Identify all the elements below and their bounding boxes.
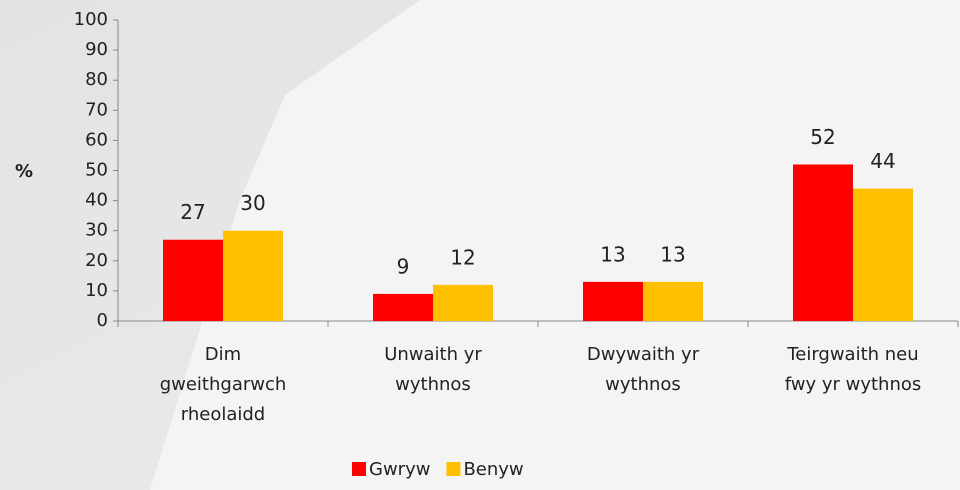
- y-tick-label: 100: [74, 9, 108, 30]
- data-label: 30: [240, 191, 265, 215]
- bar: [163, 239, 223, 321]
- bar: [793, 164, 853, 321]
- y-tick-label: 50: [85, 160, 108, 181]
- y-tick-label: 40: [85, 190, 108, 211]
- x-tick-label: Teirgwaith neu fwy yr wythnos: [785, 344, 922, 395]
- x-tick-label: Unwaith yr wythnos: [384, 344, 482, 395]
- y-tick-label: 80: [85, 69, 108, 90]
- y-tick-label: 0: [97, 310, 108, 331]
- data-label: 27: [180, 200, 205, 224]
- data-label: 52: [810, 125, 835, 149]
- legend-label: Benyw: [463, 459, 523, 480]
- x-tick-label: Dwywaith yr wythnos: [587, 344, 700, 395]
- bar: [373, 293, 433, 321]
- data-label: 9: [397, 254, 410, 278]
- x-tick-label: Dim gweithgarwch rheolaidd: [160, 344, 287, 425]
- bar: [223, 230, 283, 321]
- legend-swatch: [446, 462, 461, 476]
- y-tick-label: 60: [85, 129, 108, 150]
- bar: [643, 281, 703, 321]
- y-axis-label: %: [15, 161, 33, 182]
- y-tick-label: 30: [85, 220, 108, 241]
- data-label: 13: [660, 242, 685, 266]
- legend-label: Gwryw: [369, 459, 430, 480]
- y-tick-label: 70: [85, 99, 108, 120]
- y-tick-label: 20: [85, 250, 108, 271]
- bar: [583, 281, 643, 321]
- bar: [853, 188, 913, 321]
- data-label: 13: [600, 242, 625, 266]
- y-tick-label: 10: [85, 280, 108, 301]
- legend-swatch: [352, 462, 366, 476]
- data-label: 12: [450, 245, 475, 269]
- y-tick-label: 90: [85, 39, 108, 60]
- data-label: 44: [870, 149, 895, 173]
- bar: [433, 284, 493, 321]
- background-shape: [150, 0, 960, 490]
